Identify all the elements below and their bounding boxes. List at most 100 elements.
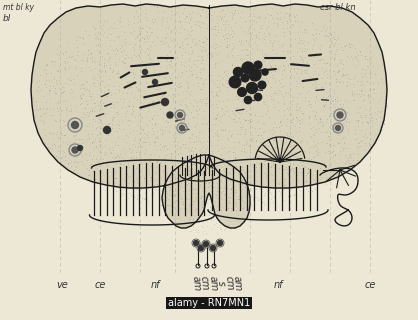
Point bbox=[260, 85, 267, 90]
Point bbox=[152, 151, 159, 156]
Point bbox=[179, 162, 186, 167]
Point bbox=[184, 180, 191, 185]
Point bbox=[304, 168, 311, 173]
Point bbox=[59, 50, 66, 55]
Point bbox=[270, 98, 276, 103]
Point bbox=[194, 22, 200, 28]
Point bbox=[347, 42, 354, 47]
Point bbox=[219, 221, 226, 227]
Point bbox=[249, 37, 255, 42]
Point bbox=[61, 118, 68, 124]
Point bbox=[59, 90, 65, 95]
Point bbox=[51, 76, 58, 81]
Point bbox=[75, 140, 82, 146]
Point bbox=[251, 113, 258, 118]
Point bbox=[140, 69, 146, 75]
Point bbox=[130, 108, 136, 113]
Point bbox=[152, 19, 158, 24]
Polygon shape bbox=[31, 4, 387, 228]
Point bbox=[278, 20, 285, 25]
Point bbox=[135, 158, 142, 163]
Point bbox=[158, 128, 165, 133]
Point bbox=[216, 117, 223, 122]
Point bbox=[172, 115, 179, 120]
Point bbox=[79, 140, 86, 146]
Point bbox=[52, 59, 59, 64]
Point bbox=[260, 59, 267, 64]
Point bbox=[184, 172, 191, 178]
Point bbox=[196, 69, 203, 74]
Point bbox=[131, 36, 138, 41]
Point bbox=[120, 156, 127, 161]
Point bbox=[111, 180, 117, 185]
Point bbox=[259, 136, 265, 141]
Point bbox=[79, 85, 86, 91]
Point bbox=[287, 54, 293, 59]
Point bbox=[310, 172, 316, 178]
Point bbox=[102, 112, 109, 117]
Point bbox=[206, 21, 212, 26]
Point bbox=[131, 115, 138, 120]
Point bbox=[163, 119, 170, 124]
Point bbox=[228, 3, 234, 8]
Point bbox=[330, 35, 336, 40]
Point bbox=[317, 58, 324, 63]
Point bbox=[127, 69, 134, 75]
Point bbox=[311, 115, 318, 120]
Point bbox=[336, 97, 343, 102]
Point bbox=[170, 199, 176, 204]
Point bbox=[174, 220, 181, 225]
Point bbox=[129, 141, 136, 147]
Point bbox=[349, 158, 356, 163]
Point bbox=[302, 69, 309, 74]
Point bbox=[290, 94, 296, 100]
Point bbox=[162, 164, 168, 169]
Point bbox=[259, 113, 266, 118]
Point bbox=[272, 153, 278, 158]
Point bbox=[183, 184, 190, 189]
Point bbox=[192, 199, 199, 204]
Point bbox=[238, 197, 245, 202]
Point bbox=[335, 123, 342, 128]
Point bbox=[367, 69, 373, 74]
Point bbox=[106, 87, 112, 92]
Point bbox=[73, 153, 79, 158]
Point bbox=[64, 59, 71, 64]
Point bbox=[222, 195, 229, 200]
Point bbox=[46, 148, 53, 153]
Point bbox=[314, 185, 320, 190]
Point bbox=[185, 31, 191, 36]
Point bbox=[115, 186, 122, 191]
Point bbox=[345, 161, 352, 166]
Point bbox=[358, 87, 364, 92]
Point bbox=[362, 142, 369, 147]
Point bbox=[141, 63, 148, 68]
Point bbox=[188, 24, 194, 29]
Point bbox=[248, 201, 255, 206]
Point bbox=[188, 186, 194, 191]
Point bbox=[67, 163, 74, 168]
Point bbox=[53, 52, 60, 57]
Point bbox=[285, 134, 292, 139]
Point bbox=[240, 56, 247, 61]
Point bbox=[232, 166, 239, 171]
Point bbox=[124, 172, 131, 177]
Point bbox=[55, 99, 61, 104]
Point bbox=[217, 201, 223, 206]
Point bbox=[168, 192, 175, 197]
Point bbox=[89, 116, 96, 122]
Point bbox=[36, 87, 43, 92]
Point bbox=[196, 130, 202, 135]
Point bbox=[236, 218, 243, 223]
Point bbox=[206, 98, 213, 103]
Point bbox=[61, 58, 67, 63]
Point bbox=[227, 186, 234, 191]
Point bbox=[316, 165, 323, 171]
Point bbox=[249, 21, 255, 27]
Point bbox=[201, 167, 208, 172]
Point bbox=[198, 129, 204, 134]
Point bbox=[90, 169, 97, 174]
Point bbox=[212, 45, 219, 50]
Point bbox=[283, 19, 290, 24]
Point bbox=[303, 186, 309, 191]
